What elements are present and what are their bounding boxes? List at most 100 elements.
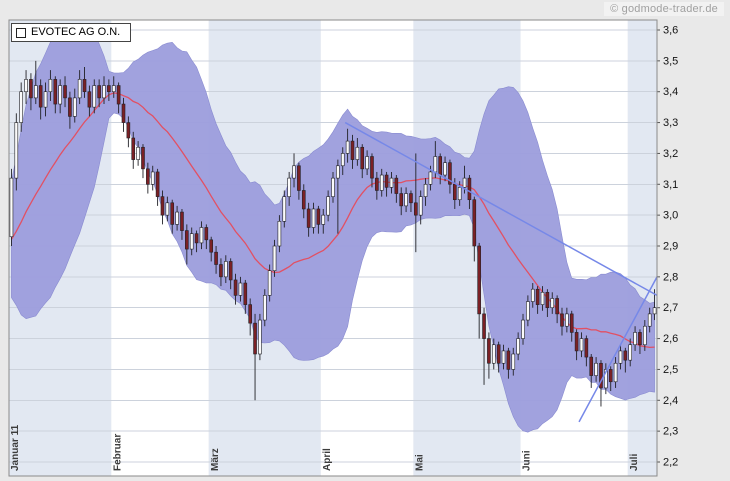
candle-body — [584, 338, 589, 358]
candle-body — [331, 177, 335, 197]
candle-body — [628, 344, 633, 361]
candle — [638, 329, 642, 354]
candle — [379, 168, 384, 197]
candle-body — [336, 165, 340, 179]
y-axis-label: 2,7 — [663, 302, 678, 314]
month-stripe — [627, 20, 657, 476]
candle-body — [170, 202, 175, 225]
candle-body — [272, 245, 277, 271]
trendline-ascending-support — [578, 276, 657, 423]
candle-body — [267, 270, 272, 296]
candle-body — [589, 356, 594, 376]
candle — [633, 326, 637, 351]
candle — [77, 70, 82, 105]
candle-body — [506, 350, 511, 370]
candle-body — [438, 156, 442, 176]
candle-body — [477, 245, 481, 315]
candle — [136, 141, 140, 166]
candle — [316, 205, 321, 234]
candle — [160, 190, 165, 225]
candle — [204, 224, 209, 250]
candle — [72, 88, 77, 123]
candle — [146, 162, 150, 194]
candle — [107, 79, 111, 101]
series-label: EVOTEC AG O.N. — [31, 26, 121, 38]
candle-body — [292, 165, 296, 179]
candle-body — [287, 177, 291, 197]
y-axis-label: 2,4 — [663, 395, 678, 407]
candle — [496, 341, 501, 373]
candle-body — [72, 97, 77, 117]
candle-body — [111, 85, 116, 93]
candle-body — [126, 122, 131, 139]
candle-body — [121, 103, 126, 123]
candle-body — [613, 362, 618, 383]
candle-body — [623, 350, 628, 361]
trendline-descending-resistance — [344, 121, 657, 297]
candle — [180, 208, 184, 240]
candle-body — [453, 183, 457, 201]
x-axis-label: Januar 11 — [10, 424, 21, 471]
candle-body — [340, 153, 345, 167]
candle-body — [569, 313, 574, 333]
candle-body — [33, 85, 38, 99]
candle — [355, 138, 360, 166]
candle-body — [224, 261, 228, 278]
candle-body — [150, 171, 155, 185]
candle-body — [560, 313, 564, 327]
candle-body — [301, 190, 306, 210]
candle-body — [29, 79, 33, 99]
candle-body — [516, 338, 520, 355]
candle-body — [116, 85, 121, 105]
candle — [14, 113, 19, 191]
candle — [175, 205, 179, 231]
candle — [48, 70, 53, 101]
candle-body — [48, 79, 53, 93]
candle-body — [92, 85, 97, 108]
candle — [253, 313, 257, 401]
candle-body — [418, 196, 423, 216]
candle — [350, 134, 355, 169]
candle — [33, 60, 38, 105]
candle-body — [68, 97, 72, 117]
x-axis-labels: Januar 11 Februar März April Mai Juni Juli — [10, 424, 640, 471]
candle — [545, 289, 550, 317]
candle — [43, 82, 48, 117]
candle — [214, 246, 218, 274]
candle — [477, 242, 481, 339]
candle-body — [487, 338, 491, 364]
candle-body — [491, 344, 496, 364]
candle — [53, 76, 58, 114]
candle-body — [462, 177, 467, 188]
candle-body — [102, 85, 106, 99]
candle-body — [638, 332, 642, 346]
candle — [233, 273, 238, 305]
candle — [506, 347, 511, 379]
candle — [150, 165, 155, 191]
candle-body — [316, 208, 321, 225]
candle-body — [297, 165, 301, 191]
candle-body — [14, 122, 19, 179]
candle-body — [618, 350, 623, 364]
series-toggle-checkbox[interactable] — [16, 27, 26, 38]
candle-body — [375, 177, 379, 191]
candle — [526, 295, 530, 327]
candle — [29, 73, 33, 111]
candle — [282, 190, 287, 228]
candle — [82, 67, 87, 98]
candle — [321, 208, 326, 234]
candle-body — [643, 325, 647, 346]
candle-body — [550, 298, 555, 309]
candle — [535, 286, 540, 314]
candle — [487, 332, 491, 379]
candle — [68, 91, 72, 129]
candle-body — [457, 187, 462, 201]
candle — [501, 344, 506, 370]
candle-body — [146, 168, 150, 185]
candle-body — [248, 304, 252, 324]
candle — [92, 79, 97, 114]
candle-body — [604, 369, 608, 389]
candle — [185, 224, 189, 265]
candle-body — [131, 137, 136, 160]
